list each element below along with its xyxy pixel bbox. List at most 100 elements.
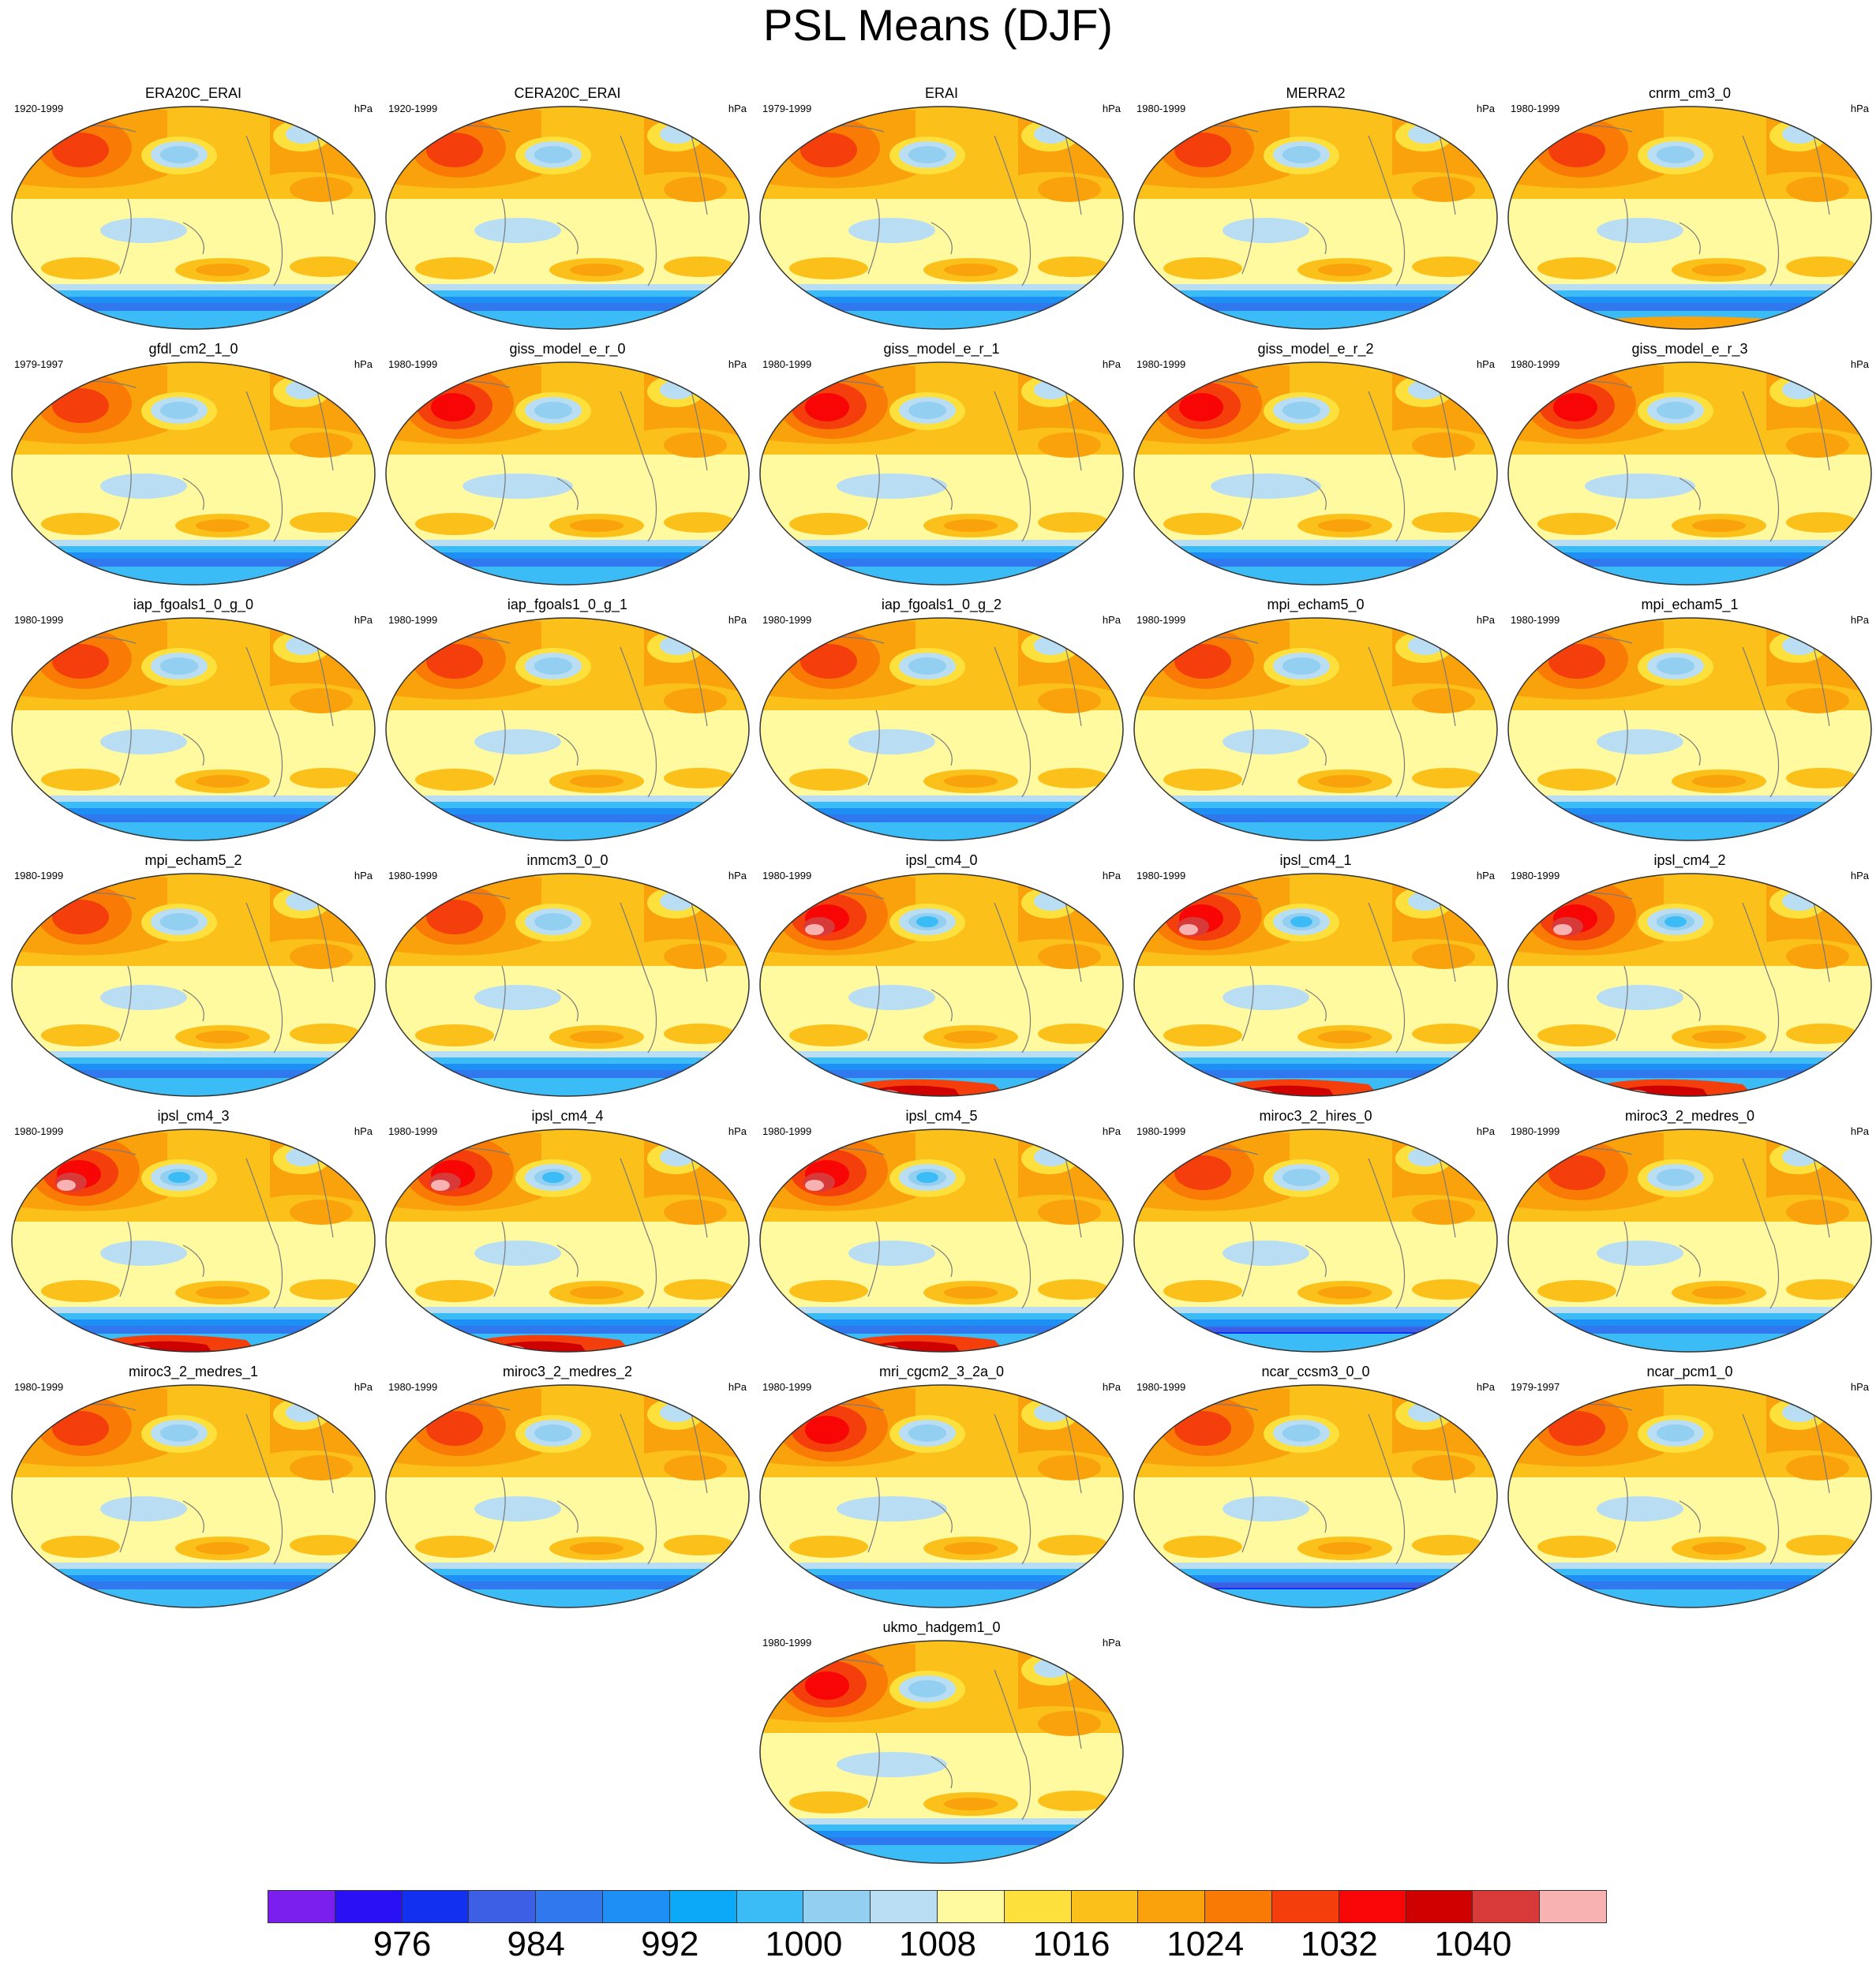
panel-title: cnrm_cm3_0 <box>1648 85 1732 101</box>
panel-period: 1980-1999 <box>762 1125 812 1137</box>
map-panel: giss_model_e_r_0 1980-1999 hPa <box>382 335 753 587</box>
panel-unit: hPa <box>354 1125 373 1137</box>
map-panel: cnrm_cm3_0 1980-1999 hPa <box>1504 79 1875 331</box>
panel-period: 1980-1999 <box>1136 1125 1186 1137</box>
panel-period: 1980-1999 <box>14 1381 64 1393</box>
panel-unit: hPa <box>1850 1125 1869 1137</box>
colorbar-swatch <box>1539 1890 1607 1923</box>
panel-title: miroc3_2_medres_2 <box>502 1364 633 1379</box>
map-panel: giss_model_e_r_1 1980-1999 hPa <box>756 335 1127 587</box>
map-panel: CERA20C_ERAI 1920-1999 hPa <box>382 79 753 331</box>
panel-period: 1980-1999 <box>762 614 812 626</box>
psl-map <box>384 616 751 843</box>
panel-period: 1980-1999 <box>388 614 438 626</box>
psl-map <box>758 1638 1125 1866</box>
panel-unit: hPa <box>1476 1125 1495 1137</box>
panel-unit: hPa <box>1102 870 1121 881</box>
panel-period: 1980-1999 <box>762 870 812 881</box>
panel-period: 1979-1997 <box>1511 1381 1560 1393</box>
map-panel: mpi_echam5_0 1980-1999 hPa <box>1130 590 1501 843</box>
panel-title: iap_fgoals1_0_g_2 <box>881 597 1002 612</box>
panel-title: giss_model_e_r_0 <box>509 341 626 357</box>
map-panel: mri_cgcm2_3_2a_0 1980-1999 hPa <box>756 1357 1127 1610</box>
panel-period: 1980-1999 <box>14 614 64 626</box>
panel-title: ukmo_hadgem1_0 <box>882 1619 1001 1635</box>
panel-title: ERAI <box>924 85 958 101</box>
psl-map <box>384 1383 751 1610</box>
colorbar-swatch <box>1405 1890 1473 1923</box>
map-panel: ipsl_cm4_5 1980-1999 hPa <box>756 1102 1127 1354</box>
colorbar-labels: 976 984 992 1000 1008 1016 1024 1032 1040 <box>268 1926 1607 1965</box>
panel-unit: hPa <box>1850 1381 1869 1393</box>
colorbar-swatch <box>268 1890 335 1923</box>
panel-unit: hPa <box>354 358 373 370</box>
colorbar-label: 1016 <box>1032 1925 1110 1963</box>
panel-unit: hPa <box>1102 1381 1121 1393</box>
colorbar-swatch <box>870 1890 938 1923</box>
panel-title: ipsl_cm4_3 <box>157 1108 230 1124</box>
psl-map <box>384 360 751 587</box>
map-panel: iap_fgoals1_0_g_2 1980-1999 hPa <box>756 590 1127 843</box>
panel-period: 1980-1999 <box>762 358 812 370</box>
panel-title: ipsl_cm4_5 <box>905 1108 978 1124</box>
panel-period: 1980-1999 <box>388 1381 438 1393</box>
panel-unit: hPa <box>1102 1125 1121 1137</box>
panel-title: miroc3_2_medres_0 <box>1624 1108 1755 1124</box>
psl-map <box>1132 871 1500 1099</box>
psl-map <box>9 360 377 587</box>
psl-map <box>758 1383 1125 1610</box>
colorbar-swatch <box>334 1890 403 1923</box>
map-panel: MERRA2 1980-1999 hPa <box>1130 79 1501 331</box>
panel-unit: hPa <box>1850 103 1869 114</box>
colorbar-swatch <box>668 1890 737 1923</box>
panel-period: 1980-1999 <box>1136 358 1186 370</box>
colorbar-swatch <box>803 1890 871 1923</box>
panel-title: ncar_pcm1_0 <box>1646 1364 1733 1379</box>
colorbar-label: 1032 <box>1300 1925 1378 1963</box>
panel-unit: hPa <box>1850 870 1869 881</box>
psl-map <box>1132 1127 1500 1354</box>
psl-map <box>9 104 377 331</box>
panel-period: 1980-1999 <box>14 1125 64 1137</box>
psl-map <box>1132 1383 1500 1610</box>
map-panel: miroc3_2_medres_0 1980-1999 hPa <box>1504 1102 1875 1354</box>
panel-unit: hPa <box>354 870 373 881</box>
colorbar-swatch <box>535 1890 603 1923</box>
panel-unit: hPa <box>1476 614 1495 626</box>
psl-map <box>1506 360 1874 587</box>
panel-unit: hPa <box>1850 358 1869 370</box>
panel-period: 1980-1999 <box>1136 1381 1186 1393</box>
map-panel: giss_model_e_r_3 1980-1999 hPa <box>1504 335 1875 587</box>
map-panel: ipsl_cm4_2 1980-1999 hPa <box>1504 846 1875 1099</box>
panel-unit: hPa <box>728 614 747 626</box>
panel-period: 1979-1999 <box>762 103 812 114</box>
map-panel: mpi_echam5_1 1980-1999 hPa <box>1504 590 1875 843</box>
panel-title: miroc3_2_hires_0 <box>1259 1108 1372 1124</box>
panel-title: iap_fgoals1_0_g_0 <box>133 597 254 612</box>
panel-title: iap_fgoals1_0_g_1 <box>507 597 628 612</box>
panel-unit: hPa <box>1476 358 1495 370</box>
panel-unit: hPa <box>1476 1381 1495 1393</box>
map-panel: ERA20C_ERAI 1920-1999 hPa <box>8 79 379 331</box>
panel-unit: hPa <box>1102 1637 1121 1649</box>
panel-period: 1980-1999 <box>1136 870 1186 881</box>
colorbar-label: 1024 <box>1166 1925 1245 1963</box>
panel-title: giss_model_e_r_3 <box>1631 341 1748 357</box>
panel-period: 1980-1999 <box>388 870 438 881</box>
psl-map <box>758 871 1125 1099</box>
panel-period: 1980-1999 <box>1511 103 1560 114</box>
panel-period: 1980-1999 <box>1511 614 1560 626</box>
colorbar-label: 1008 <box>899 1925 976 1963</box>
panel-unit: hPa <box>1476 103 1495 114</box>
panel-unit: hPa <box>1102 358 1121 370</box>
panel-period: 1980-1999 <box>1136 614 1186 626</box>
panel-unit: hPa <box>354 614 373 626</box>
psl-map <box>758 616 1125 843</box>
panel-title: ipsl_cm4_1 <box>1279 852 1352 868</box>
panel-period: 1980-1999 <box>762 1381 812 1393</box>
psl-map <box>1132 104 1500 331</box>
psl-map <box>1506 1383 1874 1610</box>
map-panel: inmcm3_0_0 1980-1999 hPa <box>382 846 753 1099</box>
colorbar-label: 976 <box>373 1925 432 1963</box>
psl-map <box>758 1127 1125 1354</box>
